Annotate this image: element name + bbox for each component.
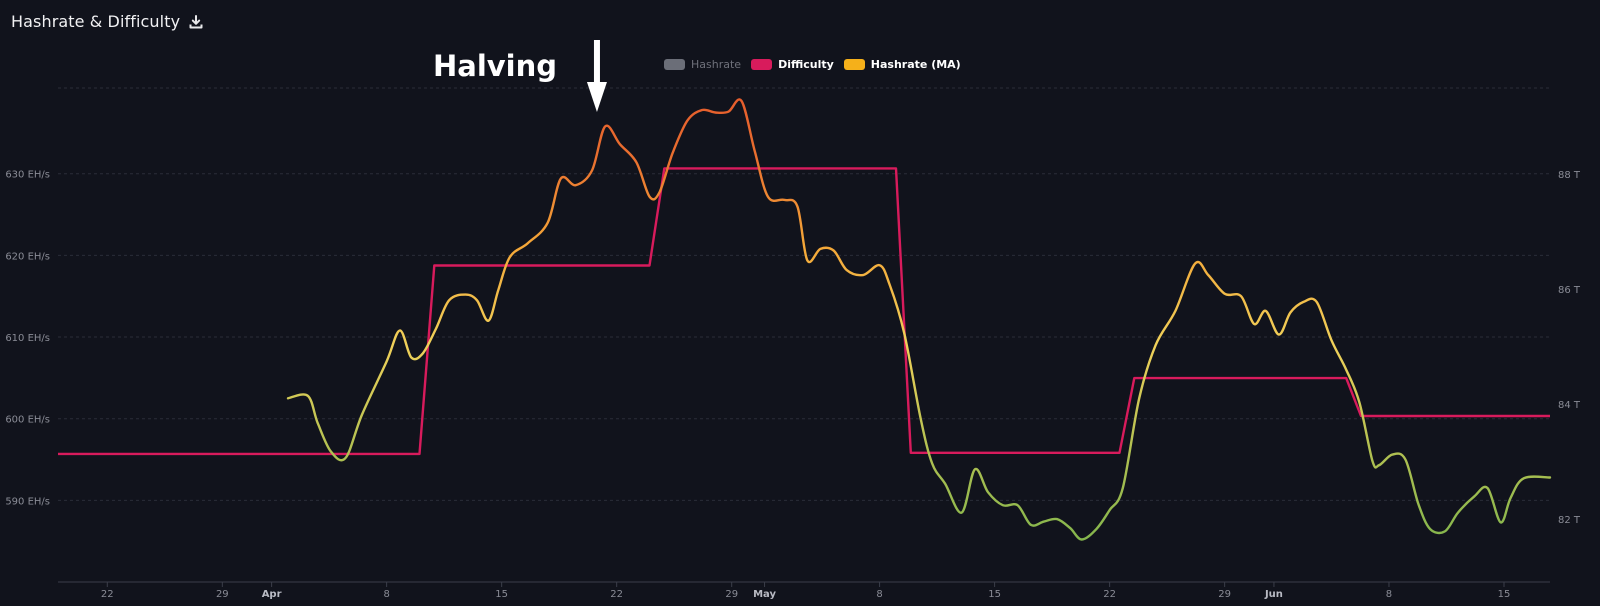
x-tick-label: 29 (1218, 589, 1231, 600)
download-icon[interactable] (188, 14, 204, 30)
legend-item-hashrate-ma[interactable]: Hashrate (MA) (843, 58, 961, 71)
y-right-tick-label: 82 T (1558, 515, 1581, 526)
y-left-tick-label: 630 EH/s (5, 170, 50, 181)
x-tick-label: 29 (725, 589, 738, 600)
x-tick-label: Jun (1264, 589, 1283, 600)
y-right-tick-label: 86 T (1558, 285, 1581, 296)
legend-label-hashrate-ma: Hashrate (MA) (870, 58, 961, 71)
x-tick-label: 8 (876, 589, 882, 600)
y-left-tick-label: 610 EH/s (5, 333, 50, 344)
x-tick-label: Apr (262, 589, 282, 600)
chart-title: Hashrate & Difficulty (11, 12, 181, 31)
legend-item-difficulty[interactable]: Difficulty (751, 58, 834, 71)
series-line-hashrate-ma (286, 98, 1552, 541)
chart-legend: Hashrate Difficulty Hashrate (MA) (664, 58, 963, 71)
x-tick-label: May (753, 589, 776, 600)
x-tick-label: 8 (383, 589, 389, 600)
x-tick-label: 8 (1386, 589, 1392, 600)
y-right-tick-label: 84 T (1558, 400, 1581, 411)
x-tick-label: 15 (495, 589, 508, 600)
y-right-tick-label: 88 T (1558, 170, 1581, 181)
halving-annotation-label: Halving (433, 49, 557, 83)
legend-item-hashrate[interactable]: Hashrate (664, 58, 741, 71)
legend-swatch-difficulty (751, 59, 773, 70)
series-line-difficulty (58, 167, 1550, 456)
legend-label-difficulty: Difficulty (778, 58, 834, 71)
legend-swatch-hashrate-ma (843, 59, 865, 70)
x-tick-label: 15 (1498, 589, 1511, 600)
legend-swatch-hashrate (664, 59, 685, 70)
chart-header: Hashrate & Difficulty (11, 12, 204, 31)
x-tick-label: 22 (101, 589, 114, 600)
x-tick-label: 22 (610, 589, 623, 600)
x-tick-label: 29 (216, 589, 229, 600)
x-tick-label: 15 (988, 589, 1001, 600)
halving-arrow-icon (586, 40, 607, 112)
legend-label-hashrate: Hashrate (691, 58, 742, 71)
y-left-tick-label: 620 EH/s (5, 251, 50, 262)
y-left-tick-label: 590 EH/s (5, 496, 50, 507)
y-left-tick-label: 600 EH/s (5, 415, 50, 426)
x-tick-label: 22 (1103, 589, 1116, 600)
